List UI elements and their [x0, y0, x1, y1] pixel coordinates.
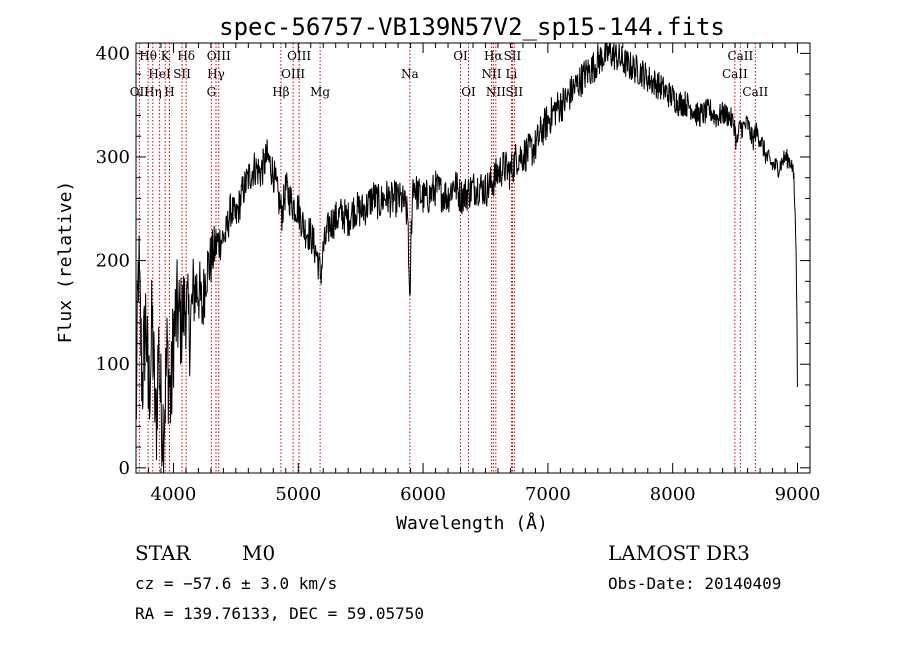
line-label-hγ: Hγ — [207, 67, 225, 81]
y-tick-label: 400 — [96, 43, 130, 64]
y-axis-label: Flux (relative) — [55, 181, 76, 344]
survey-name: LAMOST DR3 — [608, 541, 750, 565]
axis-ticks — [135, 43, 811, 473]
line-label-sii: SII — [504, 49, 522, 63]
spectrum-series-line — [135, 42, 798, 474]
line-label-hβ: Hβ — [272, 85, 289, 99]
ra-dec-coordinates: RA = 139.76133, DEC = 59.05750 — [135, 604, 424, 623]
line-label-oiii: OIII — [287, 49, 311, 63]
line-label-li: Li — [506, 67, 518, 81]
y-tick-label: 300 — [96, 147, 130, 168]
line-label-hα: Hα — [484, 49, 503, 63]
y-tick-label: 0 — [119, 458, 130, 479]
x-tick-label: 6000 — [400, 484, 446, 505]
x-tick-label: 8000 — [650, 484, 696, 505]
line-label-nii: NII — [481, 67, 501, 81]
line-label-h: H — [164, 85, 174, 99]
line-label-caii: CaII — [742, 85, 768, 99]
emission-line-labels: OII Hθ Hη HeI K H SII Hδ G Hγ OIII Hβ OIII OIII Mg Na OI… — [130, 49, 769, 99]
line-label-sii: SII — [505, 85, 523, 99]
line-label-caii: CaII — [722, 67, 748, 81]
redshift-cz: cz = −57.6 ± 3.0 km/s — [135, 574, 337, 593]
x-tick-label: 4000 — [151, 484, 197, 505]
line-label-oi: OI — [461, 85, 476, 99]
line-label-hη: Hη — [144, 85, 162, 99]
line-label-hei: HeI — [148, 67, 171, 81]
emission-line-markers — [138, 43, 756, 473]
line-label-nii: NII — [486, 85, 506, 99]
x-tick-label: 9000 — [775, 484, 821, 505]
y-tick-label: 100 — [96, 354, 130, 375]
subclass: M0 — [242, 541, 275, 565]
line-label-oi: OI — [453, 49, 468, 63]
x-axis-label: Wavelength (Å) — [396, 512, 548, 534]
line-label-g: G — [207, 85, 217, 99]
line-label-oii: OII — [130, 85, 150, 99]
axis-tick-labels: 4000 5000 6000 7000 8000 9000 0 100 200 300 400 — [96, 43, 821, 505]
x-tick-label: 7000 — [525, 484, 571, 505]
line-label-hθ: Hθ — [139, 49, 157, 63]
line-label-na: Na — [401, 67, 419, 81]
line-label-oiii: OIII — [207, 49, 231, 63]
line-label-k: K — [161, 49, 171, 63]
y-tick-label: 200 — [96, 251, 130, 272]
observation-date: Obs-Date: 20140409 — [608, 574, 781, 593]
line-label-oiii: OIII — [281, 67, 305, 81]
line-label-caii: CaII — [727, 49, 753, 63]
line-label-sii: SII — [173, 67, 191, 81]
chart-title: spec-56757-VB139N57V2_sp15-144.fits — [219, 13, 725, 41]
line-label-hδ: Hδ — [177, 49, 195, 63]
class-type: STAR — [135, 541, 191, 565]
x-tick-label: 5000 — [275, 484, 321, 505]
line-label-mg: Mg — [310, 85, 330, 99]
